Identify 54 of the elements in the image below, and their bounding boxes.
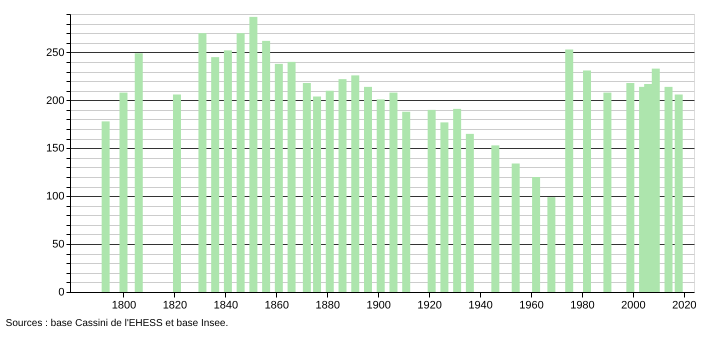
bar bbox=[626, 83, 634, 292]
bar bbox=[198, 33, 206, 292]
bar bbox=[249, 16, 258, 292]
x-tick-label: 1960 bbox=[519, 300, 544, 312]
x-tick-label: 1840 bbox=[214, 300, 238, 312]
bar bbox=[389, 92, 398, 292]
bar bbox=[172, 94, 181, 292]
bar bbox=[532, 176, 540, 292]
x-tick-label: 2020 bbox=[672, 300, 697, 312]
bar bbox=[453, 108, 462, 292]
bar bbox=[664, 86, 673, 292]
bar bbox=[440, 122, 448, 292]
x-tick-label: 1920 bbox=[417, 300, 442, 312]
bar bbox=[119, 92, 128, 292]
x-tick-label: 1900 bbox=[366, 300, 391, 312]
x-tick-label: 1820 bbox=[162, 300, 188, 312]
bar bbox=[236, 33, 245, 292]
bar bbox=[302, 83, 311, 292]
bar bbox=[134, 53, 143, 292]
y-tick-label: 250 bbox=[46, 46, 64, 59]
bar bbox=[674, 94, 683, 292]
bar bbox=[211, 57, 220, 292]
bar bbox=[402, 112, 410, 292]
x-tick-label: 2000 bbox=[621, 300, 646, 312]
y-tick-label: 100 bbox=[46, 190, 64, 203]
bar bbox=[512, 164, 520, 292]
x-tick-label: 1980 bbox=[570, 300, 595, 312]
x-tick-label: 1860 bbox=[264, 300, 290, 312]
y-tick-label: 0 bbox=[58, 286, 64, 298]
bar bbox=[428, 110, 436, 292]
bar bbox=[351, 75, 360, 292]
bar bbox=[565, 49, 574, 292]
bar bbox=[547, 197, 556, 292]
source-note: Sources : base Cassini de l'EHESS et base Insee. bbox=[6, 318, 228, 329]
y-tick-label: 150 bbox=[46, 142, 64, 155]
bar bbox=[102, 121, 110, 292]
bar bbox=[313, 96, 322, 292]
bar bbox=[338, 79, 347, 292]
y-tick-label: 200 bbox=[46, 94, 64, 107]
bar bbox=[326, 90, 334, 292]
bar bbox=[491, 145, 500, 292]
x-tick-label: 1940 bbox=[468, 300, 493, 312]
bar bbox=[466, 134, 474, 292]
bar bbox=[603, 92, 612, 292]
bar bbox=[274, 64, 283, 292]
bar bbox=[376, 99, 385, 292]
bar bbox=[224, 50, 232, 292]
x-tick-label: 1880 bbox=[316, 300, 340, 312]
bar bbox=[262, 40, 270, 292]
x-tick-label: 1800 bbox=[112, 300, 136, 312]
bar bbox=[583, 70, 592, 292]
y-tick-label: 50 bbox=[52, 238, 64, 251]
bar bbox=[364, 86, 372, 292]
bar bbox=[288, 62, 296, 292]
